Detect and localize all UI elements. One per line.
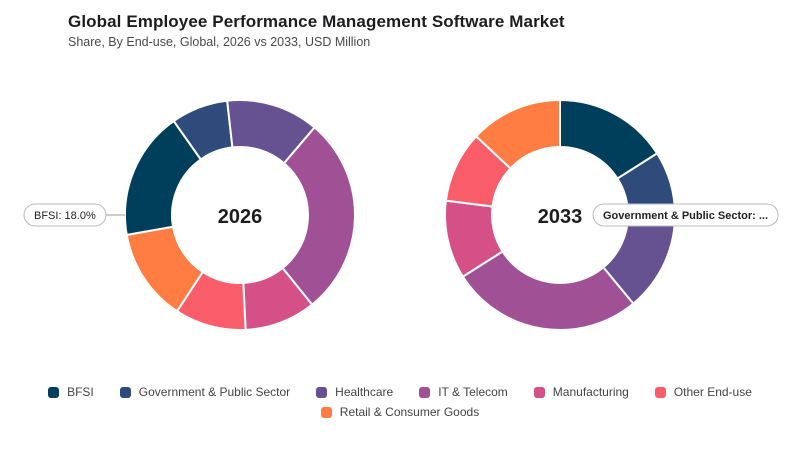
- legend-item-retail[interactable]: Retail & Consumer Goods: [320, 405, 480, 419]
- legend-swatch: [48, 386, 60, 398]
- legend-swatch: [533, 386, 545, 398]
- legend-label: IT & Telecom: [438, 385, 508, 399]
- legend-label: Retail & Consumer Goods: [339, 405, 480, 419]
- legend-label: Government & Public Sector: [138, 385, 291, 399]
- donut-slice-it-telecom[interactable]: [461, 250, 635, 331]
- legend-item-government[interactable]: Government & Public Sector: [119, 385, 291, 399]
- slice-callout: BFSI: 18.0%: [23, 203, 125, 227]
- legend-label: Other End-use: [673, 385, 752, 399]
- legend-swatch: [419, 386, 431, 398]
- donut-center-label: 2033: [538, 206, 583, 228]
- legend-item-bfsi[interactable]: BFSI: [48, 385, 94, 399]
- chart-title: Global Employee Performance Management S…: [68, 12, 565, 31]
- donut-slice-it-telecom[interactable]: [281, 126, 356, 307]
- donut-slice-retail-consumer-goods[interactable]: [474, 98, 561, 170]
- legend-swatch: [119, 386, 131, 398]
- legend-swatch: [320, 406, 332, 418]
- legend-item-healthcare[interactable]: Healthcare: [316, 385, 393, 399]
- donut-slice-retail-consumer-goods[interactable]: [125, 225, 205, 313]
- callout-text: Government & Public Sector: ...: [603, 210, 768, 222]
- legend-item-manufacturing[interactable]: Manufacturing: [533, 385, 629, 399]
- legend-label: BFSI: [67, 385, 94, 399]
- callout-box: [23, 203, 107, 227]
- chart-subtitle: Share, By End-use, Global, 2026 vs 2033,…: [68, 35, 371, 49]
- callout-box: [592, 203, 779, 227]
- legend-label: Manufacturing: [552, 385, 629, 399]
- legend-swatch: [654, 386, 666, 398]
- legend-swatch: [316, 386, 328, 398]
- legend-label: Healthcare: [335, 385, 394, 399]
- callout-text: BFSI: 18.0%: [34, 210, 96, 222]
- slice-callout: Government & Public Sector: ...: [592, 203, 779, 227]
- chart-legend: BFSI Government & Public Sector Healthca…: [40, 385, 760, 419]
- legend-item-other[interactable]: Other End-use: [654, 385, 752, 399]
- donut-center-label: 2026: [218, 206, 263, 228]
- legend-item-it-telecom[interactable]: IT & Telecom: [419, 385, 508, 399]
